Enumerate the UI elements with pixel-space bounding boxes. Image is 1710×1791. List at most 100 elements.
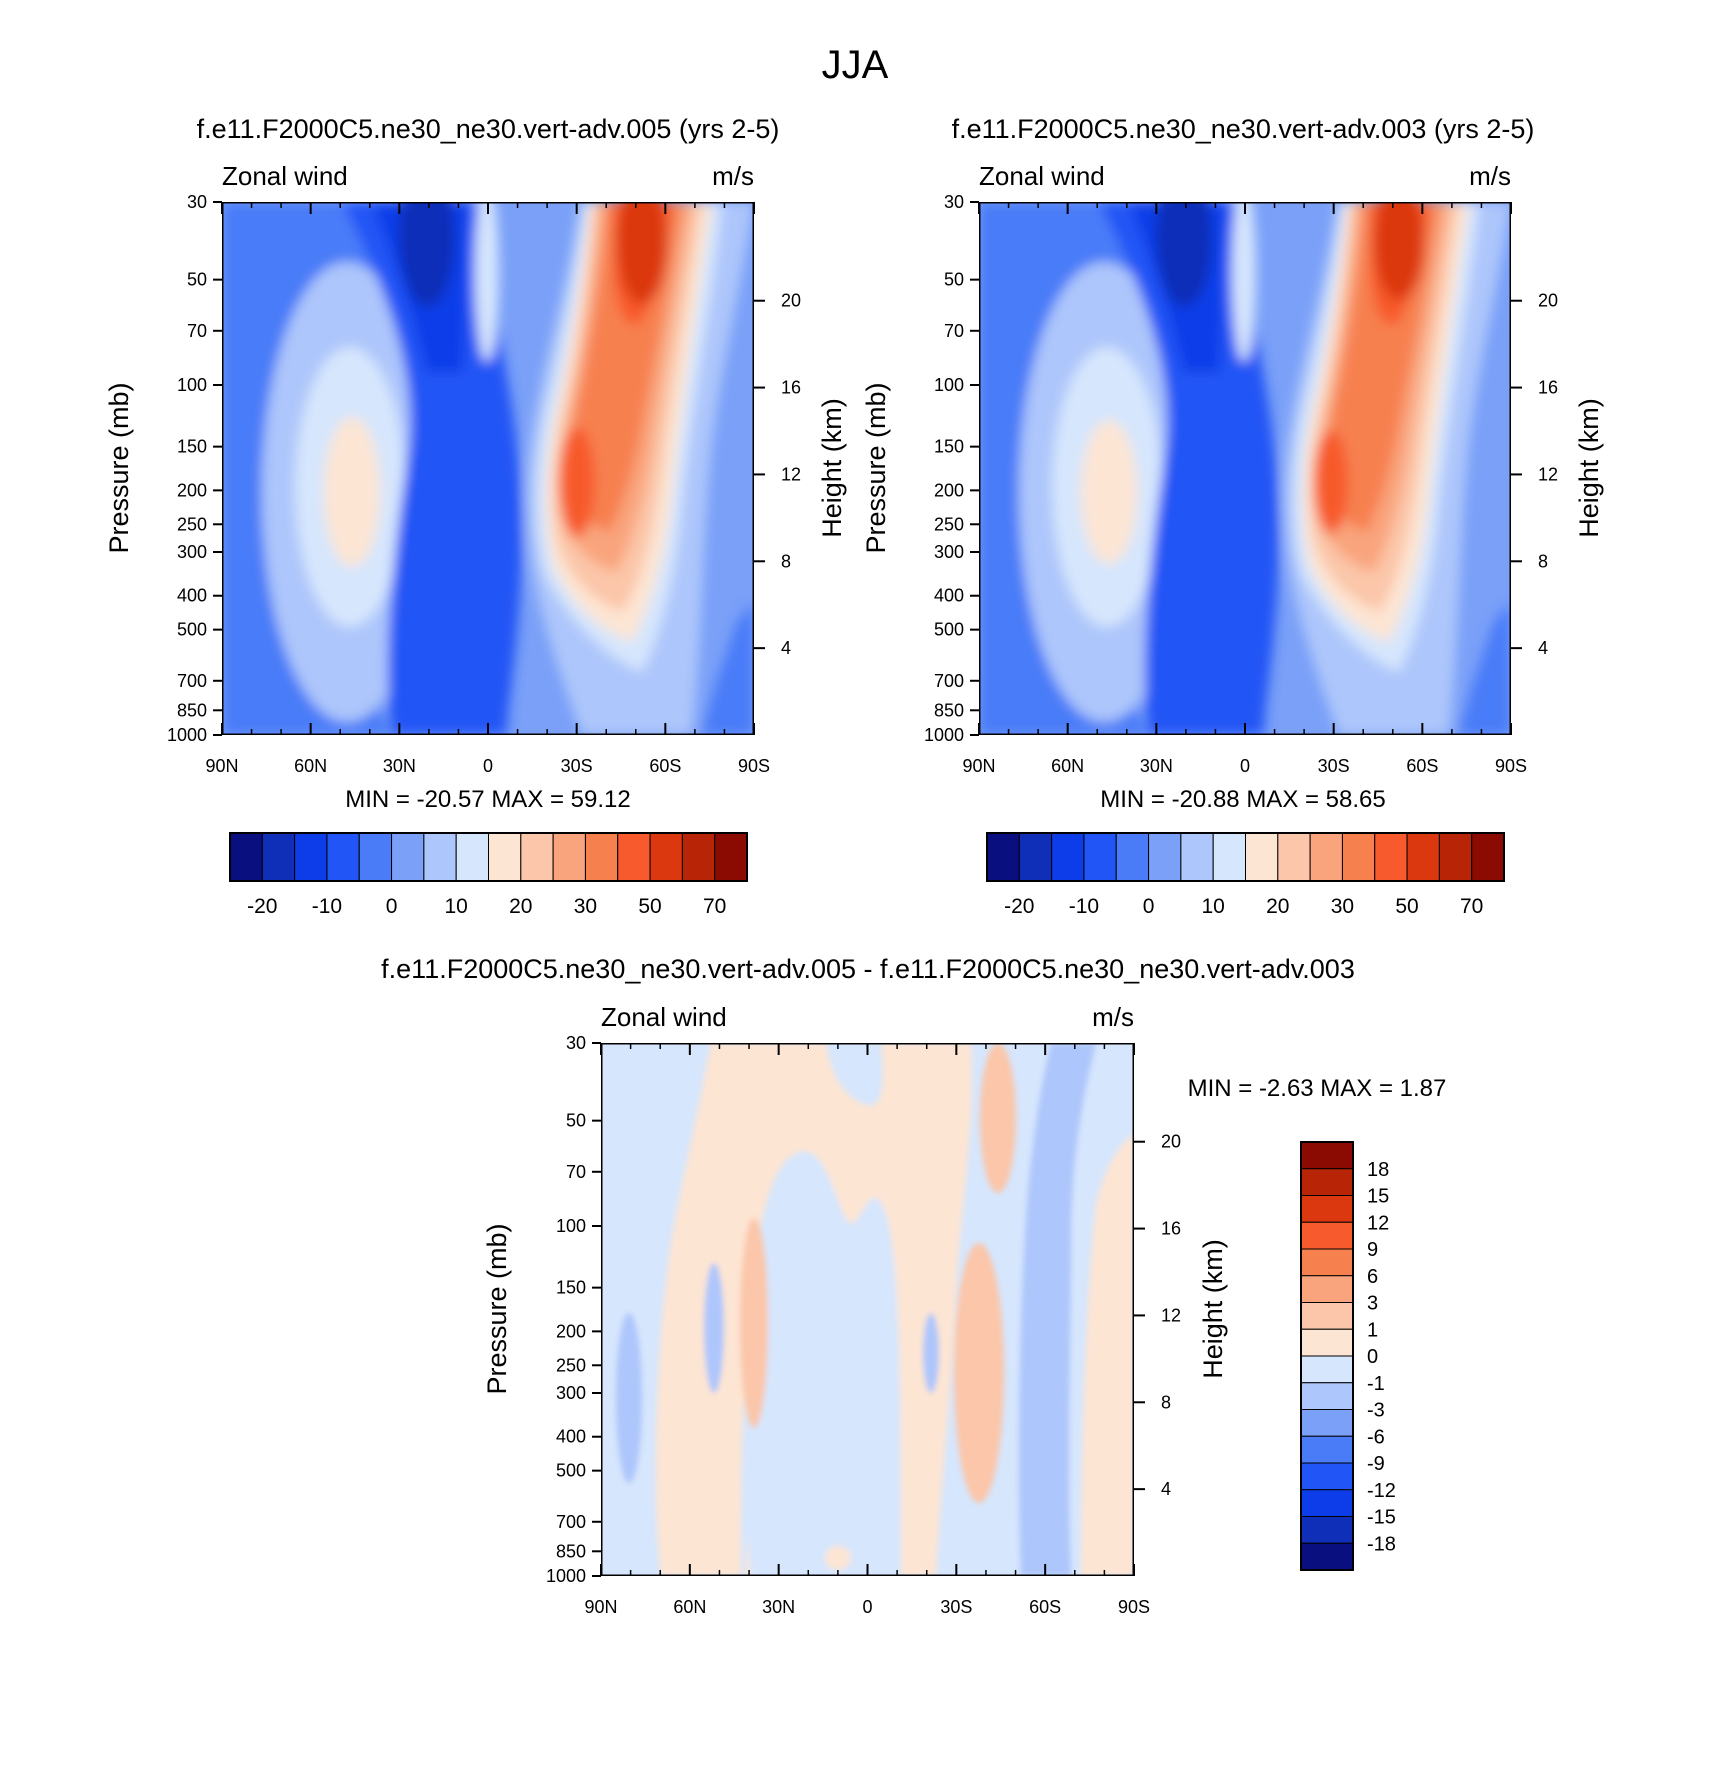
colorbar-label: -12 [1367, 1480, 1396, 1502]
panel-2: f.e11.F2000C5.ne30_ne30.vert-adv.003 (yr… [861, 114, 1604, 918]
x-tick-label: 90S [738, 756, 770, 776]
colorbar-box [649, 832, 683, 882]
colorbar-label: 20 [509, 895, 532, 918]
colorbar-label: -10 [1069, 895, 1099, 918]
panel-3-ylabel2: Height (km) [1198, 1239, 1228, 1379]
y-tick-label: 700 [934, 671, 964, 691]
colorbar-box [1300, 1382, 1354, 1410]
panel-3-negative-patch-3 [923, 1313, 939, 1393]
panel-2-sh-jet-core [1374, 202, 1424, 300]
y-tick-label: 150 [177, 437, 207, 457]
y2-tick-label: 12 [781, 464, 801, 484]
y2-tick-label: 8 [1538, 551, 1548, 571]
panel-1-ylabel: Pressure (mb) [104, 382, 134, 553]
colorbar-label: 70 [1460, 895, 1483, 918]
x-tick-label: 30N [383, 756, 416, 776]
x-tick-label: 60S [1029, 1597, 1061, 1617]
panel-3-positive-patch-1 [740, 1218, 768, 1428]
colorbar-box [1300, 1221, 1354, 1250]
y-tick-label: 250 [556, 1355, 586, 1375]
panel-2-nh-westerly-core [1081, 420, 1137, 564]
panel-2-ylabel: Pressure (mb) [861, 382, 891, 553]
y2-tick-label: 4 [1538, 638, 1548, 658]
panel-3-axes: Zonal wind m/s Pressure (mb) Height (km)… [482, 1002, 1446, 1617]
y-tick-label: 50 [566, 1111, 586, 1131]
panel-3-colorbar: 18 15 12 9 6 3 1 0 -1 -3 -6 -9 -12 -15 -18 [1300, 1141, 1396, 1571]
x-tick-label: 0 [483, 756, 493, 776]
colorbar-label: 1 [1367, 1319, 1378, 1341]
colorbar-box [1471, 832, 1505, 882]
panel-1-ylabel2: Height (km) [817, 398, 847, 538]
colorbar-box [488, 832, 522, 882]
colorbar-frame [1300, 1141, 1354, 1571]
colorbar-box [1115, 832, 1150, 882]
colorbar-box [584, 832, 619, 882]
y-tick-label: 70 [566, 1162, 586, 1182]
panel-1-surface-easterlies [702, 602, 754, 735]
y-tick-label: 50 [944, 270, 964, 290]
colorbar-box [1018, 832, 1053, 882]
panel-1-sh-jet-core [617, 202, 667, 304]
x-tick-label: 60N [294, 756, 327, 776]
x-tick-label: 0 [1240, 756, 1250, 776]
y-tick-label: 850 [934, 700, 964, 720]
colorbar-label: 10 [445, 895, 468, 918]
colorbar-label: 50 [1395, 895, 1418, 918]
panel-1: f.e11.F2000C5.ne30_ne30.vert-adv.005 (yr… [104, 114, 847, 918]
panel-3-tick-labels: 90N 60N 30N 0 30S 60S 90S 30 50 70 100 150 200 250 300… [546, 1033, 1181, 1617]
y-tick-label: 500 [934, 620, 964, 640]
x-tick-label: 90S [1118, 1597, 1150, 1617]
panel-2-tick-labels: 90N 60N 30N 0 30S 60S 90S 30 50 70 100 150 200 250 300… [924, 192, 1558, 776]
y-tick-label: 200 [556, 1321, 586, 1341]
panel-2-surface-easterlies [1459, 602, 1511, 735]
panel-1-easterly-min [399, 202, 455, 307]
x-tick-label: 60N [1051, 756, 1084, 776]
colorbar-label: 9 [1367, 1239, 1378, 1261]
panel-1-colorbar: -20 -10 0 10 20 30 50 70 [229, 832, 748, 918]
y-tick-label: 500 [556, 1461, 586, 1481]
panel-2-title: f.e11.F2000C5.ne30_ne30.vert-adv.003 (yr… [952, 114, 1535, 144]
y-tick-label: 400 [556, 1427, 586, 1447]
panel-3-positive-patch-3 [954, 1243, 1004, 1503]
colorbar-box [714, 832, 748, 882]
y-tick-label: 100 [934, 375, 964, 395]
y-tick-label: 700 [177, 671, 207, 691]
x-tick-label: 30N [762, 1597, 795, 1617]
colorbar-label: -15 [1367, 1507, 1396, 1529]
x-tick-label: 60S [649, 756, 681, 776]
colorbar-box [1212, 832, 1246, 882]
panel-3-title: f.e11.F2000C5.ne30_ne30.vert-adv.005 - f… [381, 954, 1355, 984]
panel-1-left-label: Zonal wind [222, 161, 348, 191]
panel-3-right-label: m/s [1092, 1002, 1134, 1032]
colorbar-box [1300, 1168, 1354, 1196]
colorbar-box [294, 832, 328, 882]
y-tick-label: 850 [556, 1541, 586, 1561]
y-tick-label: 300 [177, 542, 207, 562]
y-tick-label: 400 [177, 586, 207, 606]
panel-2-plot-area [979, 202, 1511, 735]
y-tick-label: 150 [556, 1278, 586, 1298]
colorbar-box [261, 832, 296, 882]
panel-1-tick-labels: 90N 60N 30N 0 30S 60S 90S 30 50 70 100 150 200 250 300… [167, 192, 801, 776]
y2-tick-label: 8 [781, 551, 791, 571]
panel-2-left-label: Zonal wind [979, 161, 1105, 191]
panel-3-left-label: Zonal wind [601, 1002, 727, 1032]
y2-tick-label: 16 [1161, 1219, 1181, 1239]
y2-tick-label: 20 [1538, 291, 1558, 311]
colorbar-label: -10 [312, 895, 342, 918]
panel-1-axes: Zonal wind m/s Pressure (mb) Height (km)… [104, 161, 847, 813]
y-tick-label: 700 [556, 1512, 586, 1532]
colorbar-label: 10 [1202, 895, 1225, 918]
panel-2-easterly-min [1156, 202, 1212, 307]
colorbar-label: 6 [1367, 1266, 1378, 1288]
colorbar-label: 3 [1367, 1293, 1378, 1315]
panel-3-plot-area [601, 1043, 1134, 1576]
panel-1-title: f.e11.F2000C5.ne30_ne30.vert-adv.005 (yr… [197, 114, 780, 144]
y-tick-label: 1000 [546, 1566, 586, 1586]
y-tick-label: 400 [934, 586, 964, 606]
colorbar-box [1300, 1462, 1354, 1491]
y-tick-label: 50 [187, 270, 207, 290]
panel-3-positive-band-polar [1081, 1133, 1134, 1576]
colorbar-label: 30 [574, 895, 597, 918]
